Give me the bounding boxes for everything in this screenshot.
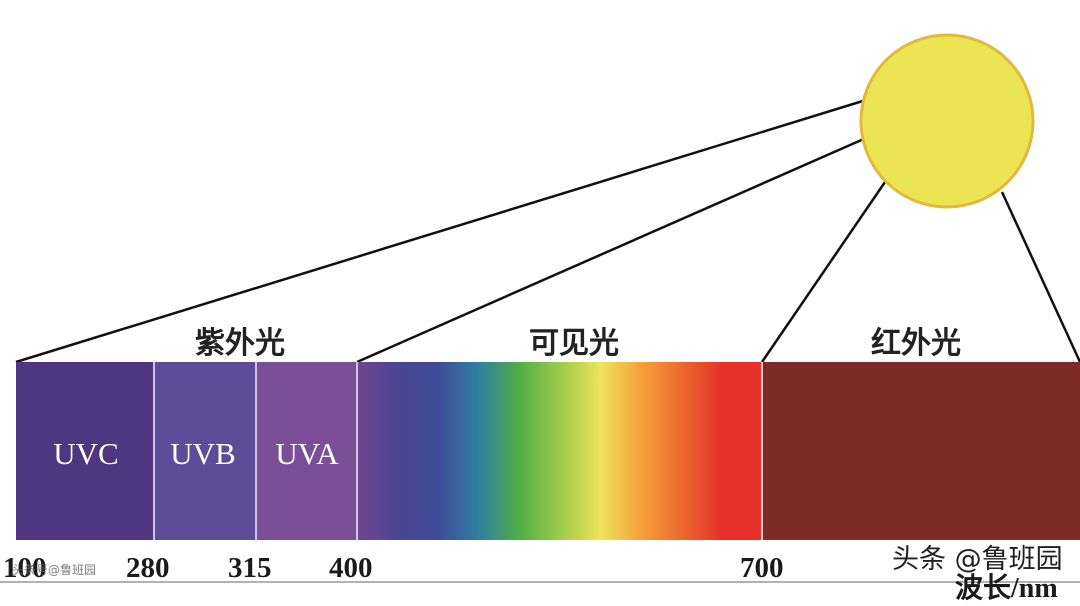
band-infrared	[762, 362, 1080, 540]
sun-icon	[859, 33, 1035, 209]
watermark-main: 头条 @鲁班园	[892, 544, 1063, 575]
region-label-uv: 紫外光	[195, 326, 285, 361]
ray-infrared-right	[1000, 191, 1080, 363]
tick-label: 700	[740, 552, 784, 584]
band-uvb	[154, 362, 256, 540]
band-uva	[256, 362, 357, 540]
tick-label: 280	[126, 552, 170, 584]
spectrum-diagram	[0, 33, 1080, 583]
watermark-small: 头条号@鲁班园	[12, 563, 97, 577]
tick-label: 400	[329, 552, 373, 584]
ray-visible-right	[760, 181, 887, 363]
region-label-infrared: 红外光	[871, 326, 961, 361]
band-label-uvb: UVB	[170, 436, 236, 471]
ray-uv-right	[356, 136, 867, 364]
ray-uv-left	[15, 98, 867, 364]
band-label-uva: UVA	[275, 436, 339, 471]
region-label-visible: 可见光	[529, 326, 619, 361]
tick-label: 100	[3, 552, 47, 584]
band-visible	[357, 362, 762, 540]
band-uvc	[16, 362, 154, 540]
band-label-uvc: UVC	[53, 436, 119, 471]
tick-label: 315	[228, 552, 272, 584]
